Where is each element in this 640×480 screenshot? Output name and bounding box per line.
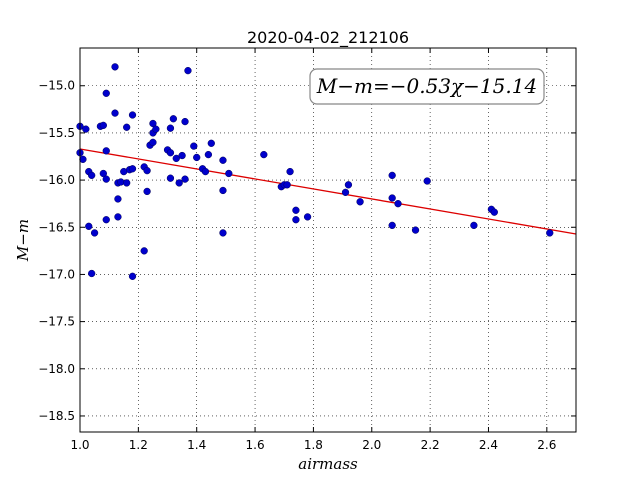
plot-frame [79, 47, 577, 433]
data-point [286, 167, 294, 176]
x-tick-label: 1.6 [246, 438, 265, 452]
y-tick-label: −16.5 [38, 220, 75, 234]
x-tick-label: 1.0 [70, 438, 89, 452]
data-point [546, 229, 554, 237]
data-point [88, 269, 96, 278]
data-point [128, 111, 137, 119]
data-point [99, 121, 107, 130]
data-point [388, 221, 396, 230]
data-point [123, 123, 131, 131]
data-point [166, 174, 175, 182]
data-point [411, 226, 420, 234]
data-point [341, 188, 350, 197]
data-point [85, 222, 93, 230]
y-tick-label: −17.0 [38, 267, 75, 281]
data-point [114, 213, 122, 221]
y-tick-label: −16.0 [38, 173, 75, 187]
x-tick-label: 2.6 [537, 438, 556, 452]
data-point [143, 167, 151, 175]
data-point [219, 156, 227, 164]
data-points [76, 63, 554, 280]
data-point [344, 181, 353, 189]
data-point [166, 124, 175, 132]
data-point [178, 151, 186, 160]
data-point [123, 179, 131, 187]
data-point [184, 66, 192, 75]
y-tick-label: −18.5 [38, 409, 75, 423]
data-point [90, 229, 99, 237]
y-tick-label: −15.5 [38, 126, 75, 140]
data-point [283, 181, 291, 189]
data-point [423, 177, 431, 185]
data-point [114, 195, 122, 203]
data-point [82, 125, 90, 133]
data-point [181, 175, 189, 183]
data-point [219, 186, 227, 195]
data-point [99, 169, 107, 178]
grid-lines [79, 48, 576, 432]
fit-annotation: M−m=−0.53χ−15.14 [309, 68, 545, 105]
data-point [88, 171, 96, 180]
x-tick-label: 2.0 [362, 438, 381, 452]
data-point [204, 150, 213, 159]
data-point [102, 175, 110, 183]
fit-line [79, 148, 577, 235]
data-point [292, 206, 300, 214]
data-point [149, 119, 157, 128]
data-point [152, 125, 160, 133]
data-point [102, 147, 110, 155]
data-point [225, 169, 233, 178]
x-tick-label: 2.4 [479, 438, 498, 452]
data-point [207, 139, 215, 147]
data-point [260, 150, 268, 159]
data-point [111, 109, 119, 117]
y-tick-label: −18.0 [38, 362, 75, 376]
x-tick-label: 1.2 [129, 438, 148, 452]
data-point [175, 179, 183, 187]
data-point [111, 63, 119, 71]
data-point [470, 221, 478, 230]
data-point [394, 200, 402, 208]
y-tick-labels: −15.0 −15.5 −16.0 −16.5 −17.0 −17.5 −18.0 −18.5 [38, 79, 75, 423]
chart-title: 2020-04-02_212106 [247, 28, 409, 48]
data-point [303, 213, 312, 221]
data-point [356, 198, 364, 206]
data-point [388, 171, 396, 180]
x-axis-label: airmass [298, 455, 358, 473]
fit-line-layer [79, 148, 577, 235]
x-tick-label: 2.2 [421, 438, 440, 452]
data-point [201, 167, 210, 176]
data-point [149, 138, 157, 146]
x-tick-label: 1.4 [187, 438, 206, 452]
data-point [128, 272, 137, 280]
data-point [102, 89, 110, 97]
data-point [388, 194, 396, 202]
data-point [79, 155, 87, 163]
fit-equation: M−m=−0.53χ−15.14 [316, 74, 537, 98]
x-tick-labels: 1.0 1.2 1.4 1.6 1.8 2.0 2.2 2.4 2.6 [70, 438, 556, 452]
data-point [140, 247, 148, 255]
y-axis-label: M−m [14, 219, 32, 262]
y-tick-label: −17.5 [38, 315, 75, 329]
data-point [181, 117, 189, 126]
data-point [166, 149, 175, 157]
data-point [219, 229, 227, 237]
data-point [143, 187, 151, 196]
data-point [169, 115, 178, 123]
data-point [190, 142, 198, 150]
data-point [490, 208, 498, 216]
data-point [172, 154, 180, 163]
y-tick-label: −15.0 [38, 79, 75, 93]
data-point [193, 153, 201, 162]
annotation-box [309, 68, 545, 105]
axis-ticks [79, 48, 576, 432]
data-point [102, 216, 110, 224]
data-point [292, 216, 300, 224]
data-point [128, 165, 137, 173]
x-tick-label: 1.8 [304, 438, 323, 452]
